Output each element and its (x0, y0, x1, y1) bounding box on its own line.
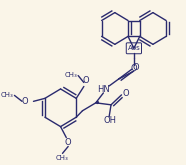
Text: O: O (65, 138, 71, 147)
Text: O: O (131, 64, 137, 73)
Text: O: O (132, 63, 139, 72)
Text: CH₃: CH₃ (64, 72, 77, 78)
Text: HN: HN (97, 85, 110, 94)
Text: CH₃: CH₃ (56, 155, 69, 161)
Text: OH: OH (104, 116, 117, 125)
Text: O: O (82, 76, 89, 85)
Text: O: O (22, 97, 28, 106)
Text: Abs: Abs (128, 45, 140, 51)
Text: O: O (122, 89, 129, 98)
FancyBboxPatch shape (126, 43, 142, 54)
Text: CH₃: CH₃ (0, 92, 13, 98)
